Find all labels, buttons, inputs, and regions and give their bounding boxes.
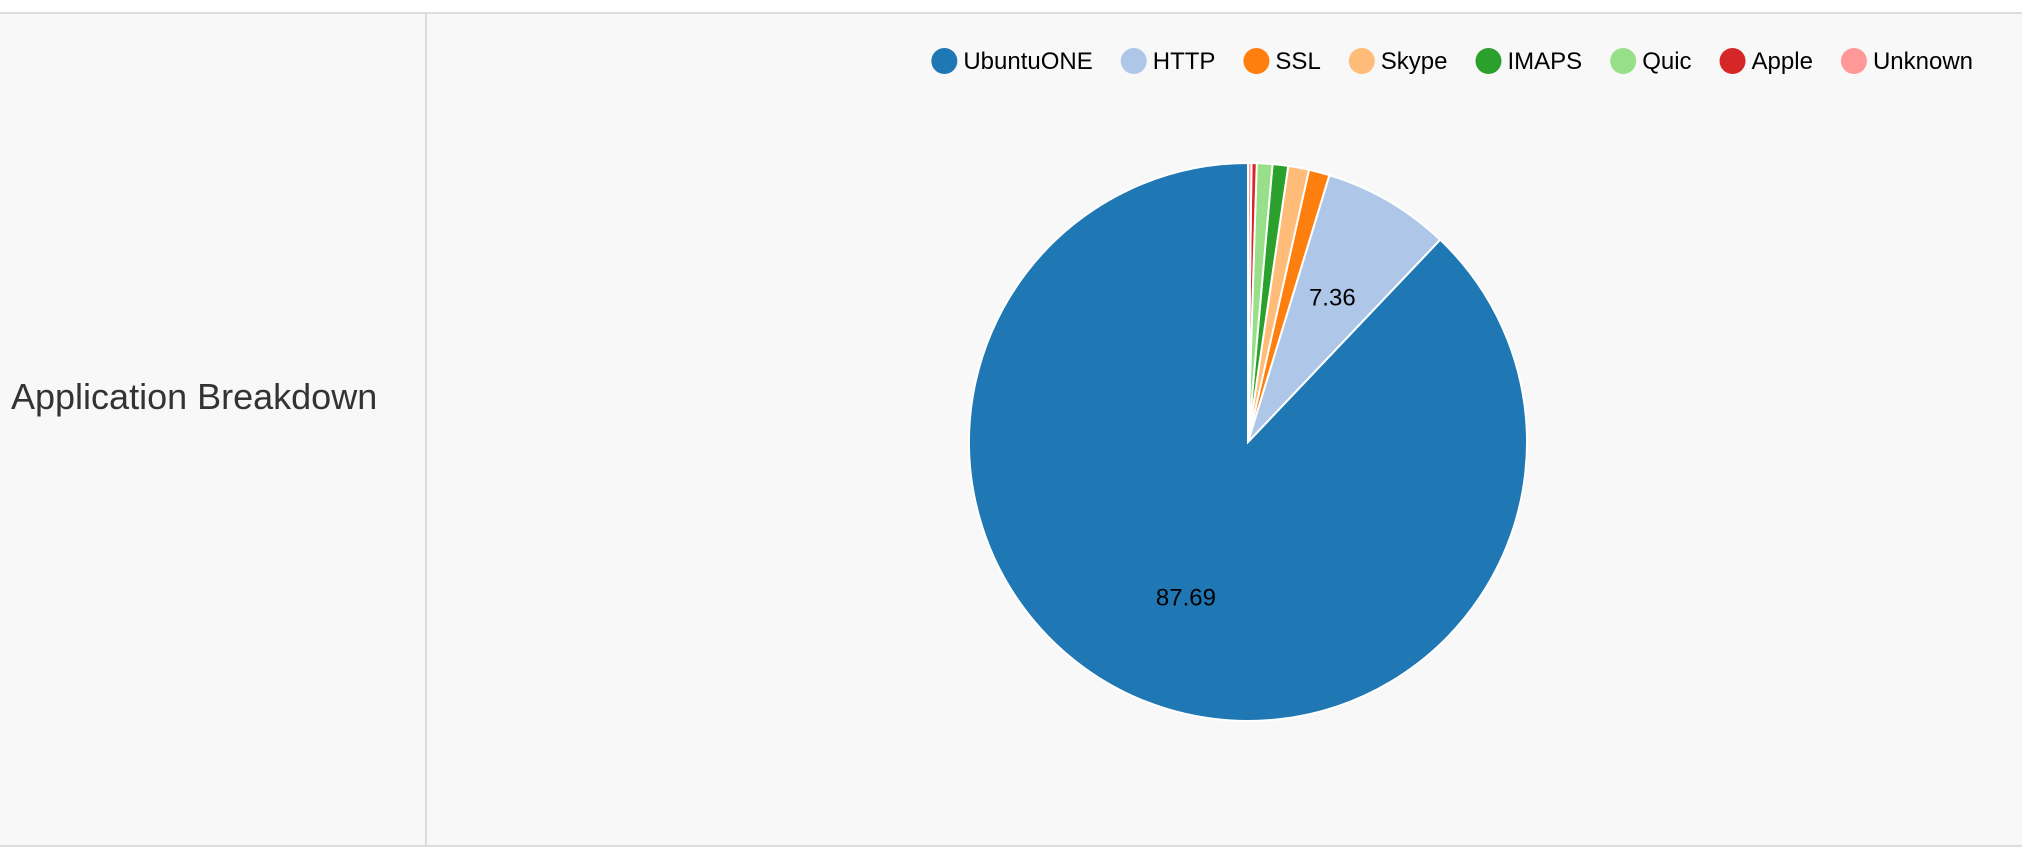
legend-swatch	[1120, 48, 1147, 74]
legend-label: SSL	[1275, 48, 1320, 75]
legend-item-quic[interactable]: Quic	[1610, 48, 1692, 75]
legend-item-apple[interactable]: Apple	[1719, 48, 1813, 75]
legend-label: Unknown	[1873, 48, 1973, 75]
pie-slices	[968, 161, 1528, 722]
legend-item-skype[interactable]: Skype	[1348, 48, 1448, 75]
legend-label: IMAPS	[1508, 48, 1583, 75]
chart-cell: UbuntuONE HTTP SSL Skype IMAPS Quic Apple Unkno…	[429, 14, 2022, 845]
legend-label: Skype	[1381, 48, 1448, 75]
legend-swatch	[1475, 48, 1502, 74]
legend-item-unknown[interactable]: Unknown	[1840, 48, 1973, 75]
slice-value-label: 87.69	[1156, 584, 1216, 611]
chart-legend: UbuntuONE HTTP SSL Skype IMAPS Quic Apple Unkno…	[931, 48, 1973, 75]
breakdown-panel: Application Breakdown UbuntuONE HTTP SSL Sk…	[0, 12, 2022, 847]
legend-swatch	[1348, 48, 1375, 74]
legend-swatch	[1610, 48, 1637, 74]
legend-item-ubuntuone[interactable]: UbuntuONE	[931, 48, 1093, 75]
legend-label: UbuntuONE	[963, 48, 1092, 75]
legend-label: Apple	[1752, 48, 1813, 75]
legend-item-imaps[interactable]: IMAPS	[1475, 48, 1583, 75]
row-title: Application Breakdown	[11, 376, 378, 417]
legend-item-ssl[interactable]: SSL	[1243, 48, 1321, 75]
pie-chart: UbuntuONE HTTP SSL Skype IMAPS Quic Apple Unkno…	[931, 48, 1973, 722]
slice-labels: 87.69 7.36	[1156, 284, 1356, 611]
legend-swatch	[1840, 48, 1867, 74]
legend-swatch	[1243, 48, 1270, 74]
pie-slice-unknown[interactable]	[1247, 161, 1253, 443]
row-label-cell: Application Breakdown	[0, 14, 427, 845]
legend-swatch	[1719, 48, 1746, 74]
legend-label: Quic	[1642, 48, 1691, 75]
pie-slice-http[interactable]	[1247, 173, 1442, 443]
legend-item-http[interactable]: HTTP	[1120, 48, 1216, 75]
legend-swatch	[931, 48, 958, 74]
slice-value-label: 7.36	[1309, 284, 1356, 311]
legend-label: HTTP	[1153, 48, 1216, 75]
